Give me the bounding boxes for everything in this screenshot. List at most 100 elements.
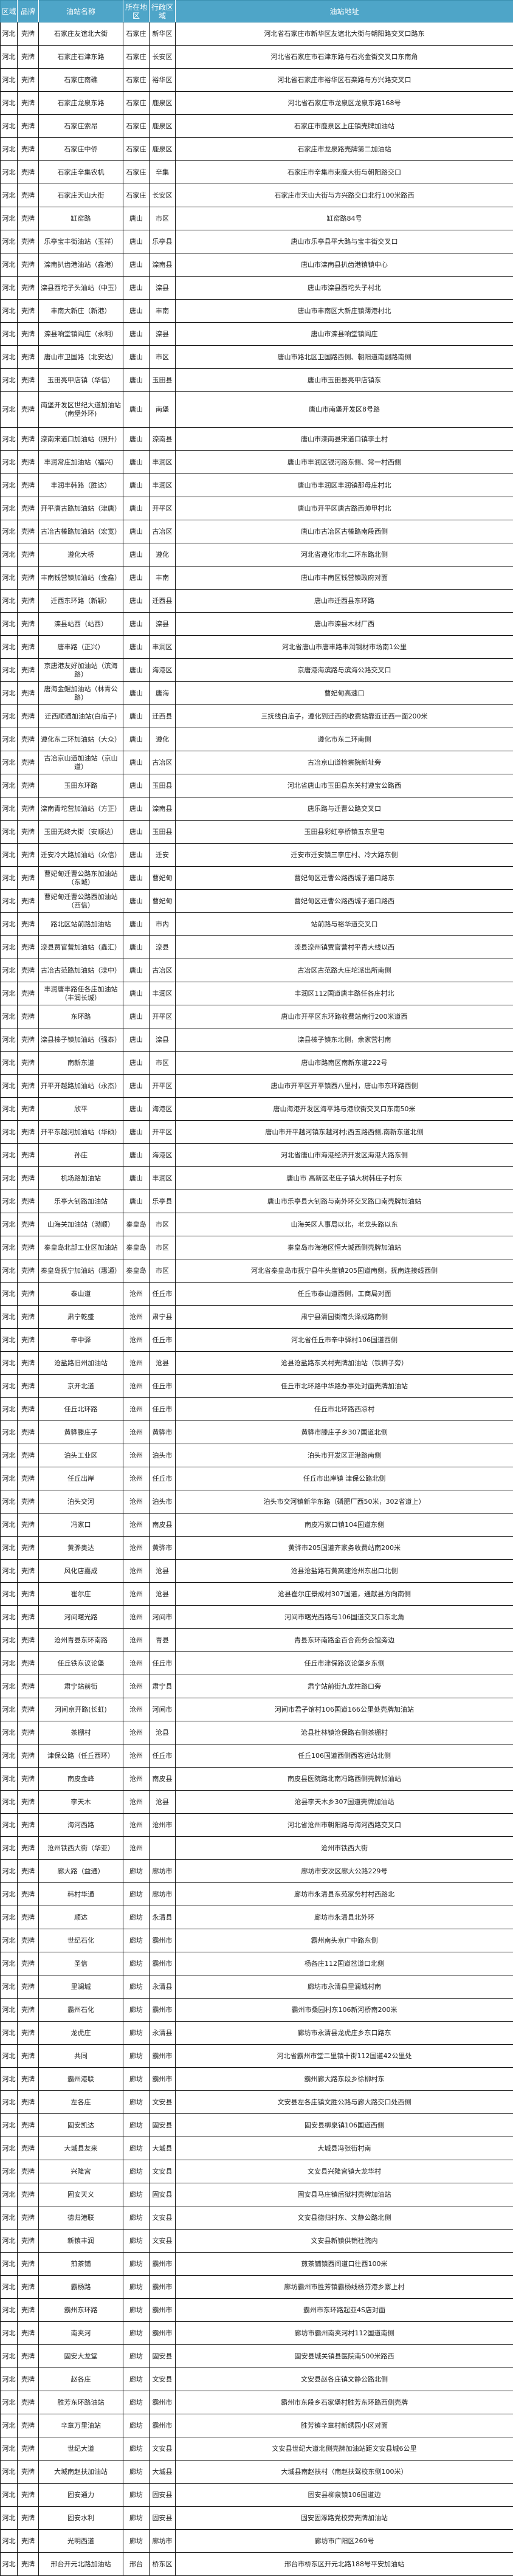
cell-region: 河北 bbox=[1, 1975, 18, 1999]
cell-brand: 壳牌 bbox=[18, 1560, 39, 1583]
cell-district: 市区 bbox=[150, 1259, 176, 1283]
cell-region: 河北 bbox=[1, 867, 18, 890]
cell-address: 任丘市泰山道西侧，工商局对面 bbox=[176, 1283, 513, 1306]
cell-station-name: 世纪石化 bbox=[39, 1929, 123, 1952]
cell-district: 市区 bbox=[150, 346, 176, 369]
cell-city: 唐山 bbox=[123, 982, 150, 1005]
cell-district: 市区 bbox=[150, 1052, 176, 1075]
cell-station-name: 沧州青县东环南路 bbox=[39, 1629, 123, 1652]
cell-brand: 壳牌 bbox=[18, 428, 39, 451]
cell-district: 丰南 bbox=[150, 300, 176, 323]
cell-district bbox=[150, 1837, 176, 1860]
table-row: 河北壳牌孙庄唐山海港区河北省唐山市海港经济开发区海港大路东侧 bbox=[1, 1144, 513, 1167]
cell-district: 霸州市 bbox=[150, 2253, 176, 2276]
cell-district: 长安区 bbox=[150, 184, 176, 207]
cell-station-name: 石家庄龙泉东路 bbox=[39, 92, 123, 115]
cell-brand: 壳牌 bbox=[18, 392, 39, 428]
table-row: 河北壳牌黄骅奥达沧州黄骅市黄骅市205国道齐家务收费站南200米 bbox=[1, 1537, 513, 1560]
cell-station-name: 欣平 bbox=[39, 1098, 123, 1121]
cell-address: 黄骅市205国道齐家务收费站南200米 bbox=[176, 1537, 513, 1560]
cell-region: 河北 bbox=[1, 1791, 18, 1814]
table-row: 河北壳牌圣信廊坊霸州市杨各庄112国道岔道口北侧 bbox=[1, 1952, 513, 1975]
cell-brand: 壳牌 bbox=[18, 567, 39, 590]
cell-address: 曹妃甸高速口 bbox=[176, 682, 513, 705]
cell-city: 廊坊 bbox=[123, 1929, 150, 1952]
cell-address: 霸州市桑园村东106新河桥南200米 bbox=[176, 1999, 513, 2022]
cell-address: 遵化市东二环南侧 bbox=[176, 728, 513, 751]
cell-address: 固安固涿路党校旁壳牌加油站 bbox=[176, 2507, 513, 2530]
cell-region: 河北 bbox=[1, 451, 18, 474]
cell-brand: 壳牌 bbox=[18, 1075, 39, 1098]
cell-region: 河北 bbox=[1, 1652, 18, 1675]
table-row: 河北壳牌京唐港友好加油站（滨海路）唐山海港区京唐港海滨路与滨海公路交叉口 bbox=[1, 659, 513, 682]
cell-region: 河北 bbox=[1, 613, 18, 636]
cell-address: 滦县榛子镇东北侧，余家营村南 bbox=[176, 1028, 513, 1052]
cell-station-name: 遵化大桥 bbox=[39, 543, 123, 567]
cell-address: 古冶区古范路大庄坨派出所南侧 bbox=[176, 959, 513, 982]
cell-station-name: 迁西东环路（新颖） bbox=[39, 590, 123, 613]
cell-station-name: 玉田无终大街（安顺达） bbox=[39, 821, 123, 844]
cell-city: 唐山 bbox=[123, 451, 150, 474]
header-address: 油站地址 bbox=[176, 1, 513, 22]
cell-city: 唐山 bbox=[123, 207, 150, 230]
cell-address: 唐山市古冶区古榛路南段西侧 bbox=[176, 520, 513, 543]
cell-brand: 壳牌 bbox=[18, 69, 39, 92]
cell-region: 河北 bbox=[1, 1675, 18, 1698]
cell-region: 河北 bbox=[1, 636, 18, 659]
cell-station-name: 曹妃甸迁曹公路东加油站（东城） bbox=[39, 867, 123, 890]
cell-district: 鹿泉区 bbox=[150, 92, 176, 115]
cell-region: 河北 bbox=[1, 2507, 18, 2530]
cell-brand: 壳牌 bbox=[18, 1744, 39, 1768]
cell-station-name: 固安水利 bbox=[39, 2507, 123, 2530]
cell-district: 海港区 bbox=[150, 659, 176, 682]
table-row: 河北壳牌滦县榛子镇加油站（强泰）唐山滦县滦县榛子镇东北侧，余家营村南 bbox=[1, 1028, 513, 1052]
cell-district: 黄骅市 bbox=[150, 1421, 176, 1444]
cell-brand: 壳牌 bbox=[18, 1675, 39, 1698]
table-row: 河北壳牌辛中驿沧州任丘市河北省任丘市辛中驿村106国道西侧 bbox=[1, 1329, 513, 1352]
cell-brand: 壳牌 bbox=[18, 1144, 39, 1167]
cell-district: 河间市 bbox=[150, 1606, 176, 1629]
cell-region: 河北 bbox=[1, 659, 18, 682]
cell-district: 廊坊市 bbox=[150, 2530, 176, 2553]
cell-city: 石家庄 bbox=[123, 184, 150, 207]
cell-brand: 壳牌 bbox=[18, 821, 39, 844]
cell-address: 河间市君子馆村106国道166公里处壳牌加油站 bbox=[176, 1698, 513, 1721]
cell-city: 唐山 bbox=[123, 821, 150, 844]
cell-city: 沧州 bbox=[123, 1583, 150, 1606]
cell-brand: 壳牌 bbox=[18, 1629, 39, 1652]
header-city: 所在地区 bbox=[123, 1, 150, 22]
cell-station-name: 开平开越路加油站（永杰） bbox=[39, 1075, 123, 1098]
cell-brand: 壳牌 bbox=[18, 2530, 39, 2553]
cell-station-name: 乐亭大钊路加油站 bbox=[39, 1190, 123, 1213]
table-row: 河北壳牌辛章万里油站廊坊霸州市胜芳镇辛章村新绣园小区对面 bbox=[1, 2414, 513, 2437]
cell-district: 文安县 bbox=[150, 2160, 176, 2183]
cell-city: 唐山 bbox=[123, 1167, 150, 1190]
cell-address: 沧县杜林镇沧保路右侧茶棚村 bbox=[176, 1721, 513, 1744]
cell-address: 唐山市乐亭县大钊路与南外环交叉路口南壳牌加油站 bbox=[176, 1190, 513, 1213]
cell-city: 廊坊 bbox=[123, 1906, 150, 1929]
table-row: 河北壳牌泰山道沧州任丘市任丘市泰山道西侧，工商局对面 bbox=[1, 1283, 513, 1306]
cell-brand: 壳牌 bbox=[18, 1375, 39, 1398]
cell-brand: 壳牌 bbox=[18, 1837, 39, 1860]
cell-address: 廊坊市霸州南夹河村112国道南侧 bbox=[176, 2322, 513, 2345]
cell-brand: 壳牌 bbox=[18, 1698, 39, 1721]
cell-address: 廊坊市永清县里澜城村南 bbox=[176, 1975, 513, 1999]
cell-address: 廊坊市广阳区269号 bbox=[176, 2530, 513, 2553]
cell-address: 任丘106国道西侧西客运站北侧 bbox=[176, 1744, 513, 1768]
cell-region: 河北 bbox=[1, 1098, 18, 1121]
cell-city: 唐山 bbox=[123, 1144, 150, 1167]
cell-address: 丰润区112国道唐丰路任各庄村北 bbox=[176, 982, 513, 1005]
cell-city: 唐山 bbox=[123, 1121, 150, 1144]
cell-region: 河北 bbox=[1, 1768, 18, 1791]
cell-brand: 壳牌 bbox=[18, 1098, 39, 1121]
cell-district: 滦县 bbox=[150, 613, 176, 636]
table-row: 河北壳牌丰润常庄加油站（福兴）唐山丰润区唐山市丰润区银河路东侧、常一村西侧 bbox=[1, 451, 513, 474]
cell-region: 河北 bbox=[1, 821, 18, 844]
cell-region: 河北 bbox=[1, 913, 18, 936]
cell-brand: 壳牌 bbox=[18, 728, 39, 751]
cell-city: 唐山 bbox=[123, 913, 150, 936]
cell-brand: 壳牌 bbox=[18, 705, 39, 728]
cell-station-name: 河间京开路(长虹) bbox=[39, 1698, 123, 1721]
table-row: 河北壳牌肃宁乾盛沧州肃宁县肃宁县清园街南头泽成路南侧 bbox=[1, 1306, 513, 1329]
cell-address: 河北省石家庄市裕华区石栾路与方兴路交叉口 bbox=[176, 69, 513, 92]
